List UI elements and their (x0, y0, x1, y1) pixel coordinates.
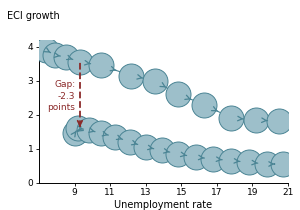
Point (152, 79, 157, 82)
Point (277, 120, 281, 123)
Text: Gap:
-2.3
points: Gap: -2.3 points (48, 80, 76, 112)
Point (193, 156, 198, 159)
Point (77, 128, 82, 132)
Point (247, 161, 251, 164)
Point (77, 60, 82, 64)
Point (63, 55, 68, 59)
X-axis label: Unemployment rate: Unemployment rate (114, 200, 213, 210)
Point (264, 162, 269, 166)
Point (44, 49, 49, 52)
Point (52, 54, 57, 57)
Point (211, 157, 216, 161)
Point (72, 132, 77, 135)
Text: A. Construction: A. Construction (7, 0, 97, 1)
Point (86, 128, 91, 132)
Point (76, 127, 80, 130)
Point (127, 140, 132, 144)
Point (129, 74, 134, 77)
Point (229, 159, 233, 162)
Point (99, 64, 104, 67)
Point (202, 103, 207, 106)
Text: ECI growth: ECI growth (7, 11, 59, 21)
Point (175, 152, 180, 155)
Point (113, 135, 118, 138)
Point (175, 93, 180, 96)
Point (280, 162, 285, 166)
Point (254, 118, 258, 121)
Point (159, 149, 164, 152)
Point (143, 145, 148, 149)
Point (99, 132, 104, 135)
Point (229, 116, 233, 120)
